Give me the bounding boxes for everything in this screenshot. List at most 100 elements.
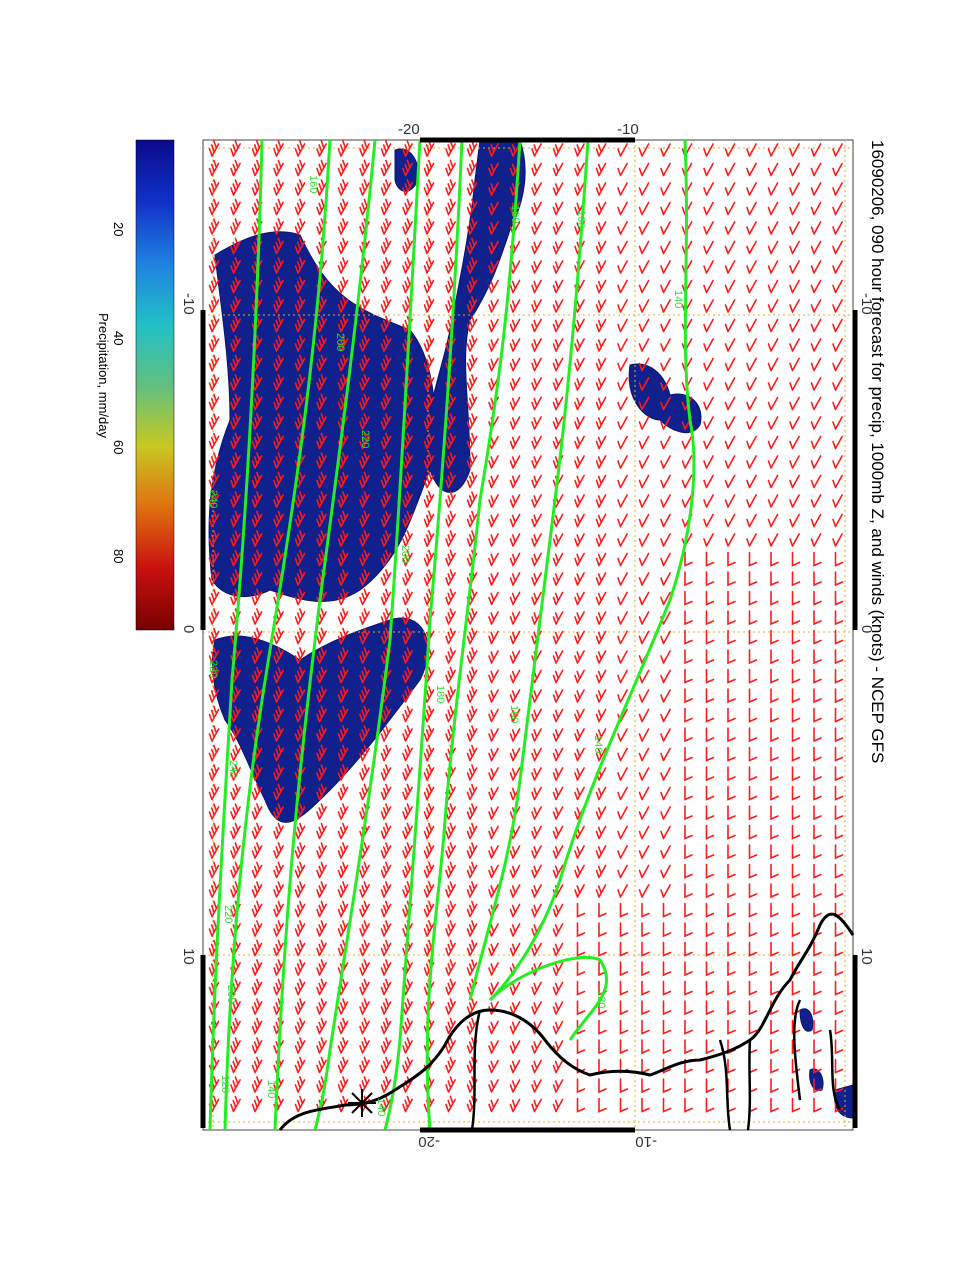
wind-barb — [552, 279, 564, 294]
wind-barb — [552, 357, 564, 372]
wind-barb — [727, 961, 736, 977]
wind-barb — [445, 432, 456, 450]
wind-barb — [832, 435, 843, 450]
wind-barb — [727, 805, 736, 821]
wind-barb — [359, 764, 370, 781]
wind-barb — [337, 861, 349, 879]
wind-barb — [402, 140, 413, 157]
contour-line — [223, 140, 332, 1130]
wind-barb — [208, 1017, 220, 1035]
wind-barb — [337, 842, 349, 859]
wind-barb — [466, 510, 478, 528]
wind-barb — [684, 1019, 693, 1035]
wind-barb — [638, 767, 650, 781]
wind-barb — [359, 569, 370, 586]
wind-barb — [705, 688, 715, 704]
wind-barb — [531, 552, 542, 567]
wind-barb — [552, 650, 564, 664]
wind-barb — [531, 474, 542, 489]
wind-barb — [638, 630, 650, 645]
wind-barb — [337, 491, 349, 508]
wind-barb — [703, 299, 714, 313]
wind-barb — [208, 920, 220, 937]
wind-barb — [552, 786, 564, 801]
wind-barb — [208, 900, 220, 918]
wind-barb — [445, 764, 456, 781]
wind-barb — [810, 201, 822, 216]
wind-barb — [770, 1039, 779, 1055]
wind-barb — [488, 591, 499, 606]
wind-barb — [576, 1097, 586, 1113]
wind-barb — [273, 530, 284, 547]
wind-barb — [423, 822, 435, 840]
wind-barb — [727, 688, 736, 704]
wind-barb — [767, 318, 779, 333]
wind-barb — [230, 822, 241, 840]
wind-barb — [531, 435, 542, 450]
wind-barb — [402, 179, 413, 196]
wind-barb — [770, 649, 779, 665]
wind-barb — [770, 746, 779, 762]
wind-barb — [748, 610, 758, 626]
wind-barb — [294, 413, 306, 430]
wind-barb — [208, 861, 220, 879]
wind-barb — [598, 961, 607, 977]
wind-barb — [638, 533, 650, 547]
wind-barb — [791, 551, 801, 567]
wind-barb — [337, 530, 349, 547]
wind-barb — [834, 727, 844, 743]
wind-barb — [531, 767, 542, 781]
wind-barb — [552, 201, 564, 216]
wind-barb — [380, 939, 392, 957]
wind-barb — [595, 669, 607, 684]
wind-barb — [791, 1097, 801, 1113]
wind-barb — [703, 474, 714, 489]
wind-barb — [466, 179, 478, 196]
wind-barb — [703, 279, 714, 294]
wind-barb — [380, 315, 392, 333]
wind-barb — [834, 1039, 844, 1055]
wind-barb — [423, 920, 435, 937]
lon-tick-right: 0 — [858, 625, 875, 633]
wind-barb — [402, 627, 413, 645]
wind-barb — [445, 881, 456, 898]
wind-barb — [834, 844, 844, 860]
wind-barb — [617, 884, 628, 898]
wind-barb — [727, 590, 736, 606]
wind-barb — [660, 318, 671, 333]
wind-barb — [337, 686, 349, 703]
tick-labels: -10 0 10 -10 0 10 -20 -10 -20 -10 — [180, 121, 875, 1150]
wind-barb — [423, 1017, 435, 1035]
wind-barb — [488, 279, 499, 294]
wind-barb — [813, 668, 822, 684]
border-1 — [718, 1039, 732, 1131]
wind-barb — [617, 279, 628, 294]
wind-barb — [746, 357, 757, 372]
wind-barb — [662, 1058, 672, 1074]
wind-barb — [445, 471, 456, 489]
wind-barb — [595, 474, 607, 489]
wind-barb — [660, 377, 671, 391]
wind-barb — [423, 452, 435, 469]
wind-barb — [684, 961, 693, 977]
wind-barb — [488, 981, 499, 996]
wind-barb — [531, 981, 542, 996]
contour-line — [273, 140, 377, 1130]
wind-barb — [423, 335, 435, 352]
wind-barb — [423, 140, 435, 157]
wind-barb — [380, 374, 392, 391]
wind-barb — [466, 881, 478, 898]
wind-barb — [466, 276, 478, 294]
wind-barb — [660, 143, 671, 157]
wind-barb — [595, 845, 607, 859]
wind-barb — [705, 941, 715, 957]
wind-barb — [509, 845, 521, 859]
wind-barb — [445, 803, 456, 820]
wind-barb — [380, 237, 392, 255]
wind-barb — [703, 435, 714, 450]
wind-barb — [552, 962, 564, 976]
wind-barb — [273, 705, 284, 723]
wind-barb — [834, 922, 844, 938]
wind-barb — [574, 669, 585, 684]
wind-barb — [294, 1017, 306, 1035]
